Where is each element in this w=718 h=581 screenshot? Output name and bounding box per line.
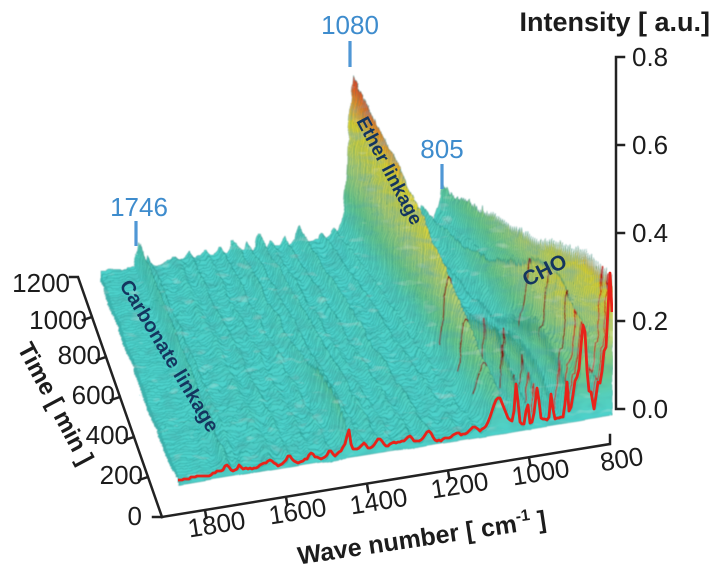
svg-text:200: 200 [100, 460, 143, 490]
svg-text:Intensity [ a.u.]: Intensity [ a.u.] [519, 7, 710, 37]
svg-text:600: 600 [72, 380, 115, 410]
svg-text:0.0: 0.0 [632, 394, 668, 424]
svg-text:0.4: 0.4 [632, 218, 668, 248]
svg-text:800: 800 [58, 340, 101, 370]
svg-text:805: 805 [420, 134, 463, 164]
svg-text:0.8: 0.8 [632, 42, 668, 72]
svg-text:1080: 1080 [321, 10, 379, 40]
svg-text:800: 800 [598, 441, 646, 477]
svg-text:400: 400 [86, 420, 129, 450]
svg-text:0.6: 0.6 [632, 130, 668, 160]
svg-text:1000: 1000 [29, 305, 87, 335]
svg-text:1200: 1200 [12, 268, 70, 298]
svg-text:1746: 1746 [110, 192, 168, 222]
svg-text:0.2: 0.2 [632, 306, 668, 336]
svg-text:0: 0 [128, 501, 142, 531]
